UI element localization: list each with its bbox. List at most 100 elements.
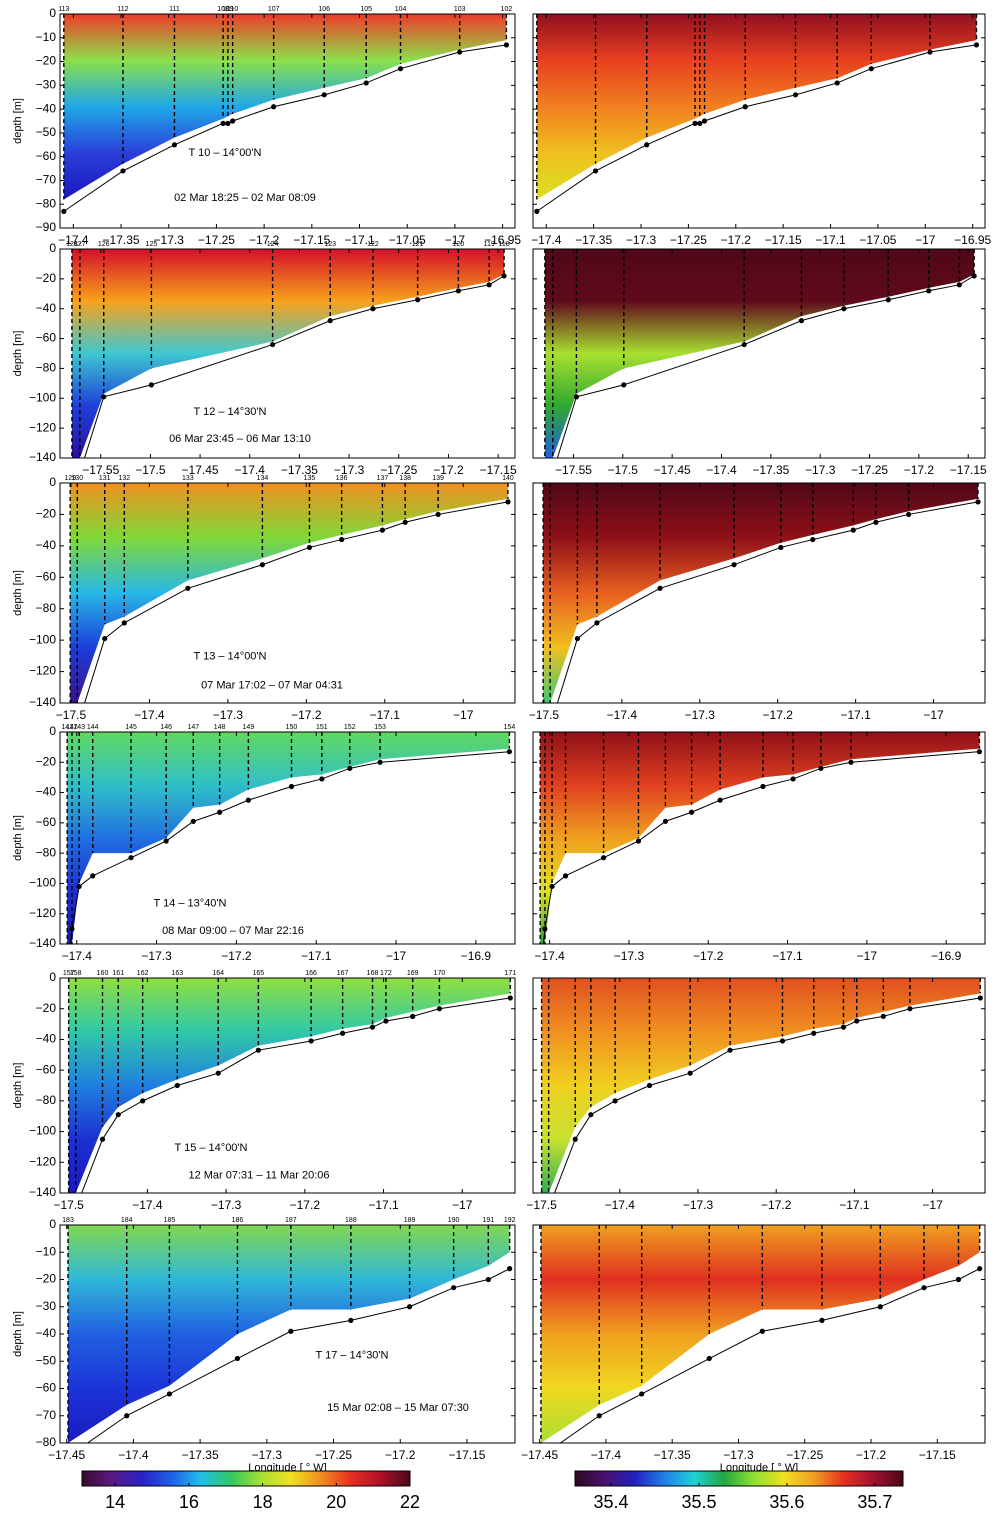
x-tick-label: −17 (923, 708, 944, 722)
y-tick-label: −20 (36, 1272, 57, 1286)
station-label: 168 (367, 970, 379, 977)
station-label: 185 (164, 1217, 176, 1224)
bottom-dot (397, 66, 404, 72)
station-label: 119 (484, 241, 495, 248)
section-fill (68, 978, 511, 1193)
bottom-dot (101, 394, 107, 400)
y-tick-label: −120 (29, 1154, 56, 1168)
x-tick-label: −17.1 (840, 708, 871, 722)
bottom-dot (383, 1018, 389, 1024)
station-label: 121 (412, 241, 424, 248)
y-tick-label: −60 (36, 149, 57, 163)
station-label: 128 (66, 241, 78, 248)
station-label: 134 (257, 475, 269, 482)
x-tick-label: −17.3 (213, 708, 244, 722)
x-tick-label: −17.3 (211, 1198, 242, 1212)
bottom-dot (174, 1082, 180, 1089)
bottom-dot (245, 797, 251, 803)
x-tick-label: −17.15 (293, 233, 330, 247)
x-tick-label: −17.5 (608, 463, 639, 477)
bottom-dot (976, 749, 983, 755)
station-label: 148 (214, 724, 226, 731)
axes-box (532, 977, 986, 1194)
x-tick-label: −17.15 (480, 463, 517, 477)
station-label: 106 (318, 6, 330, 13)
y-tick-label: −70 (36, 1408, 57, 1422)
axes-box (59, 13, 516, 229)
station-label: 142 (66, 724, 78, 731)
x-tick-label: −17.25 (851, 463, 888, 477)
bottom-dot (234, 1355, 241, 1362)
bottom-dot (644, 142, 650, 148)
bottom-dot (327, 318, 333, 324)
y-tick-label: −20 (36, 54, 57, 68)
bottom-dot (259, 562, 265, 568)
bottom-dot (306, 544, 313, 551)
section-title: T 15 – 14°00'N (175, 1142, 248, 1154)
bottom-dot (76, 883, 82, 890)
x-tick-label: −17.05 (859, 233, 896, 247)
bottom-dot (347, 765, 353, 771)
station-label: 111 (169, 6, 180, 13)
bottom-dot (977, 1266, 983, 1272)
station-label: 136 (336, 475, 348, 482)
panel (67, 978, 513, 1193)
station-label: 137 (377, 475, 389, 482)
section-fill (540, 732, 980, 944)
x-tick-label: −16.9 (461, 949, 492, 963)
bottom-dot (507, 1266, 513, 1272)
y-tick-label: −40 (36, 1326, 57, 1340)
section-time: 06 Mar 23:45 – 06 Mar 13:10 (169, 433, 311, 445)
x-tick-label: −17.3 (141, 949, 172, 963)
x-tick-label: −17.3 (626, 233, 657, 247)
x-tick-label: −17.15 (765, 233, 802, 247)
bottom-dot (741, 341, 747, 348)
y-tick-label: 0 (49, 6, 56, 20)
station-label: 149 (243, 724, 255, 731)
x-tick-label: −17.3 (683, 1198, 714, 1212)
bottom-dot (977, 995, 983, 1001)
y-tick-label: −10 (36, 30, 57, 44)
bottom-dot (455, 288, 461, 294)
y-tick-label: −40 (36, 785, 57, 799)
panel (534, 14, 980, 214)
section-fill (541, 978, 981, 1193)
bottom-dot (501, 273, 507, 279)
bottom-dot (834, 80, 840, 86)
bottom-dot (701, 118, 708, 124)
y-tick-label: −80 (36, 601, 57, 615)
section-fill (71, 249, 505, 458)
x-tick-label: −17.2 (693, 949, 724, 963)
station-label: 163 (171, 970, 183, 977)
y-tick-label: −140 (29, 695, 56, 709)
bottom-dot (99, 1136, 106, 1142)
station-label: 108 (217, 6, 229, 13)
bottom-dot (906, 511, 912, 518)
station-label: 153 (374, 724, 386, 731)
bottom-dot (854, 1018, 860, 1024)
y-tick-label: −60 (36, 1381, 57, 1395)
x-tick-label: −17.2 (249, 233, 280, 247)
bottom-dot (124, 1413, 130, 1419)
station-label: 138 (399, 475, 411, 482)
x-tick-label: −17.25 (315, 1448, 352, 1462)
station-label: 103 (454, 6, 466, 13)
station-label: 135 (304, 475, 316, 482)
section-fill (70, 483, 508, 703)
x-tick-label: −17.3 (805, 463, 836, 477)
station-label: 120 (453, 241, 465, 248)
bottom-dot (706, 1355, 712, 1362)
bottom-dot (225, 120, 231, 126)
x-tick-label: −17 (453, 708, 474, 722)
y-tick-label: −60 (36, 815, 57, 829)
bottom-dot (370, 306, 376, 312)
axes-box (532, 731, 986, 945)
x-tick-label: −17.2 (433, 463, 464, 477)
bottom-dot (271, 104, 277, 110)
station-label: 127 (74, 241, 86, 248)
station-label: 147 (187, 724, 199, 731)
x-tick-label: −17.35 (281, 463, 318, 477)
bottom-dot (850, 527, 856, 533)
y-tick-label: −120 (29, 420, 56, 434)
section-fill (543, 483, 978, 703)
